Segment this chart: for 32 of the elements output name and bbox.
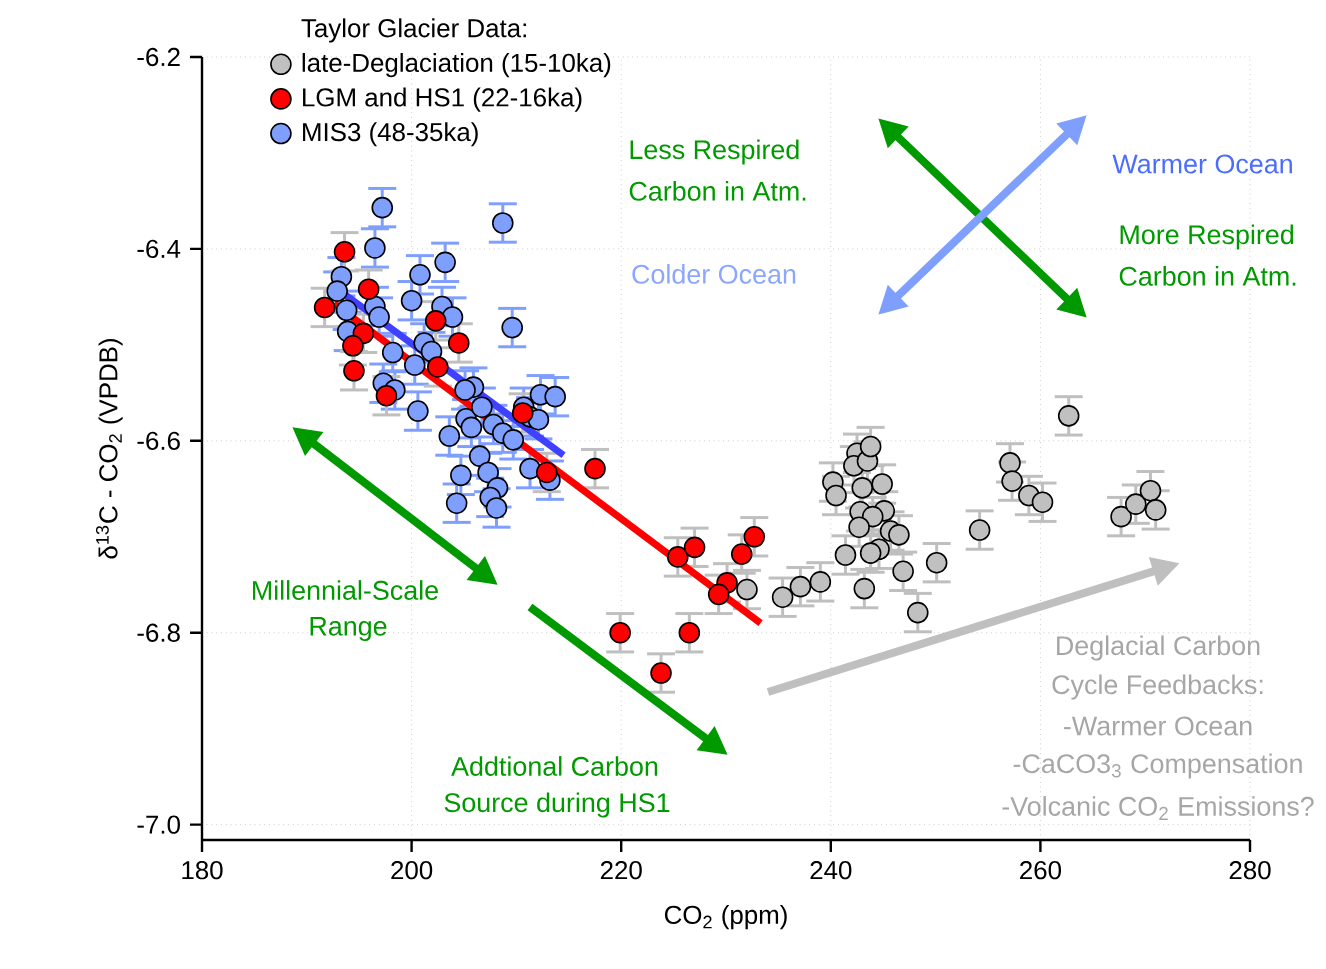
annotation: Carbon in Atm. <box>629 181 806 201</box>
x-tick-label: 280 <box>1229 861 1271 880</box>
legend-label: LGM and HS1 (22-16ka) <box>303 87 582 112</box>
y-tick-label: -6.8 <box>137 623 180 642</box>
annotation: Colder Ocean <box>632 264 796 284</box>
annotation: Source during HS1 <box>444 792 670 818</box>
x-tick-label: 240 <box>810 861 852 880</box>
annotation: -CaCO3$_{3}$ Compensation <box>1013 753 1302 779</box>
y-tick-label: -6.6 <box>137 431 180 450</box>
y-tick-label: -6.2 <box>137 47 180 67</box>
y-axis-title: δ$^{13}$C - CO$_{2}$ (VPDB) <box>95 338 123 559</box>
annotation: More Respired <box>1120 224 1294 250</box>
annotation: -Volcanic CO$_{2}$ Emissions? <box>1002 796 1314 820</box>
annotation: Range <box>310 616 387 642</box>
x-tick-label: 260 <box>1020 861 1062 880</box>
annotation: Carbon in Atm. <box>1119 266 1296 286</box>
annotation: Millennial-Scale <box>253 580 438 600</box>
x-axis-title: CO$_{2}$ (ppm) <box>664 905 787 930</box>
y-tick-label: -7.0 <box>137 815 180 834</box>
legend-label: MIS3 (48-35ka) <box>303 122 478 147</box>
annotation: Addtional Carbon <box>451 756 658 776</box>
x-tick-label: 180 <box>182 861 223 880</box>
annotation: Cycle Feedbacks: <box>1052 674 1263 700</box>
annotation: Warmer Ocean <box>1112 154 1292 174</box>
x-tick-label: 220 <box>600 861 642 880</box>
annotation: -Warmer Ocean <box>1064 716 1252 736</box>
legend-label: late-Deglaciation (15-10ka) <box>302 52 611 78</box>
legend-title: Taylor Glacier Data: <box>301 18 526 43</box>
annotation: Deglacial Carbon <box>1057 635 1260 661</box>
x-tick-label: 200 <box>391 861 433 880</box>
annotation: Less Respired <box>630 139 799 165</box>
y-tick-label: -6.4 <box>137 239 181 259</box>
